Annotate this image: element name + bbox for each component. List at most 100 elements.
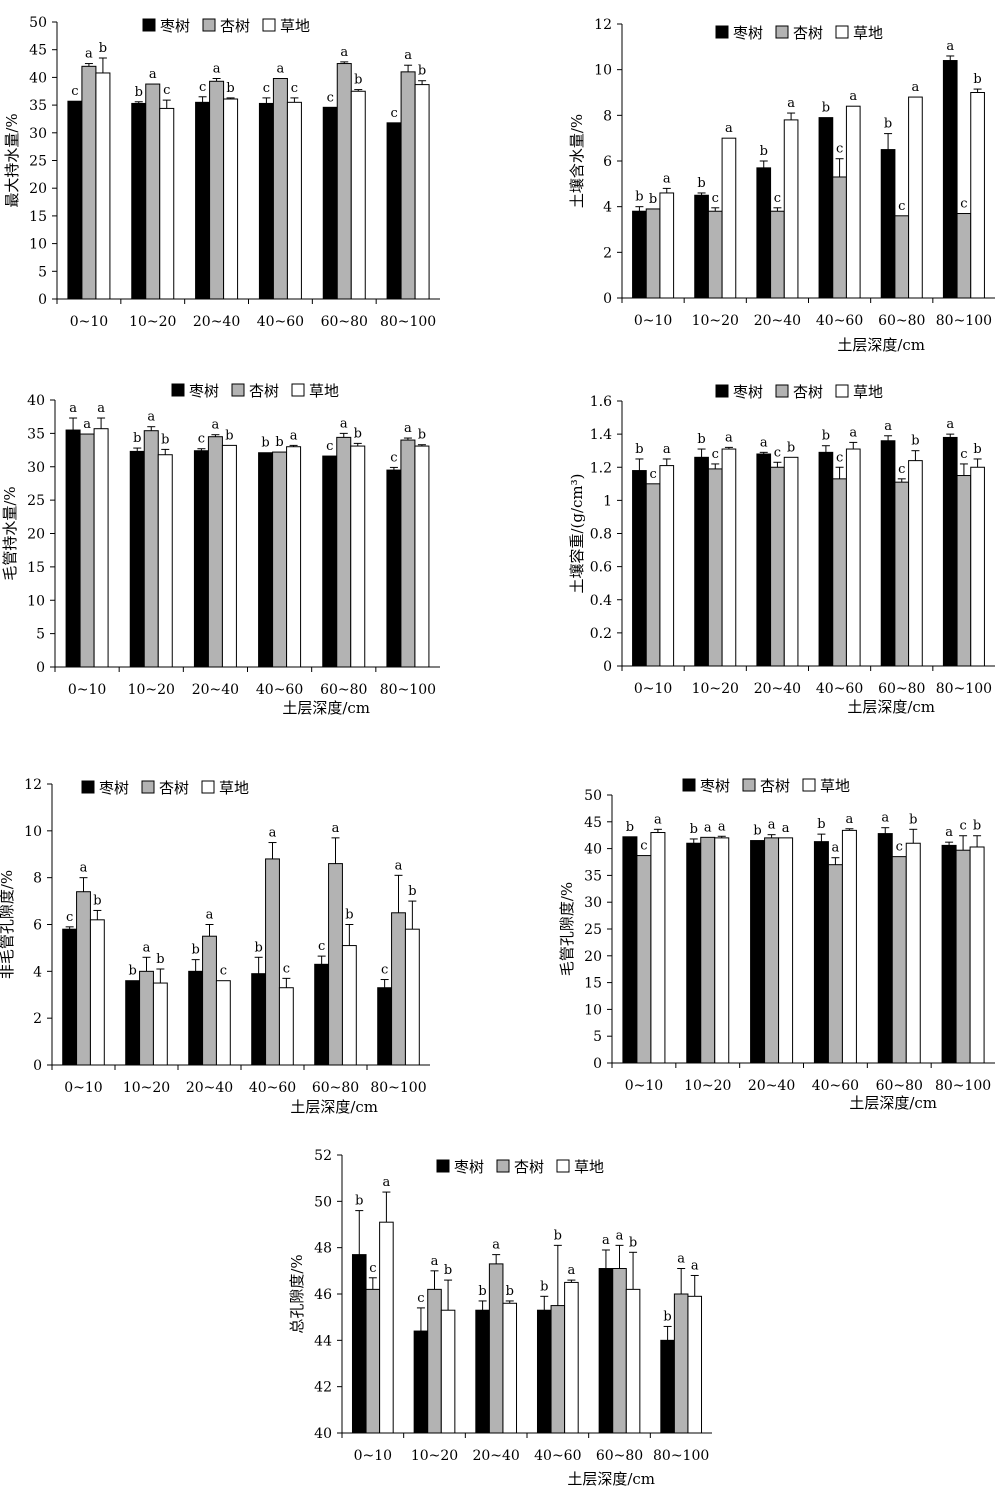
y-tick-label: 6 — [33, 918, 42, 934]
legend-swatch-0 — [142, 18, 156, 32]
y-tick-label: 4 — [33, 964, 42, 980]
significance-letter: b — [760, 144, 768, 159]
bar-2 — [970, 466, 985, 667]
bar-2 — [440, 1309, 456, 1434]
y-tick-label: 15 — [29, 209, 47, 225]
significance-letter: a — [945, 825, 953, 840]
bar-2 — [350, 90, 366, 300]
significance-letter: b — [629, 1235, 637, 1250]
bar-2 — [414, 445, 430, 668]
bar-2 — [157, 454, 173, 668]
significance-letter: a — [849, 89, 857, 104]
bar-0 — [694, 194, 709, 299]
significance-letter: b — [973, 442, 981, 457]
bar-1 — [143, 430, 159, 668]
legend-swatch-2 — [262, 18, 276, 32]
x-tick-label: 60~80 — [321, 314, 368, 330]
significance-letter: c — [283, 961, 290, 976]
bar-2 — [159, 107, 175, 300]
bar-0 — [351, 1254, 367, 1434]
significance-letter: b — [973, 819, 981, 834]
legend-swatch-2 — [201, 780, 215, 794]
x-tick-label: 80~100 — [380, 682, 436, 698]
significance-letter: a — [881, 811, 889, 826]
significance-letter: b — [817, 817, 825, 832]
significance-letter: b — [156, 952, 164, 967]
significance-letter: c — [390, 450, 397, 465]
significance-letter: a — [691, 1258, 699, 1273]
chart-capillary-porosity: 05101520253035404550毛管孔隙度/%土层深度/cm0~10bc… — [558, 777, 995, 1112]
bar-2 — [625, 1288, 641, 1434]
significance-letter: a — [149, 67, 157, 82]
bar-0 — [632, 210, 647, 299]
significance-letter: a — [946, 39, 954, 54]
bar-0 — [660, 1339, 675, 1434]
legend-swatch-2 — [835, 384, 849, 398]
y-tick-label: 10 — [584, 1002, 602, 1018]
x-tick-label: 20~40 — [754, 313, 801, 329]
bar-2 — [650, 832, 666, 1064]
bar-1 — [673, 1293, 689, 1434]
legend-swatch-2 — [291, 383, 305, 397]
legend-swatch-1 — [775, 384, 789, 398]
significance-letter: a — [332, 821, 340, 836]
bar-1 — [832, 478, 847, 667]
significance-letter: a — [269, 826, 277, 841]
significance-letter: a — [832, 841, 840, 856]
y-tick-label: 0.4 — [590, 593, 612, 609]
significance-letter: b — [884, 117, 892, 132]
significance-letter: b — [225, 428, 233, 443]
significance-letter: b — [128, 964, 136, 979]
bar-2 — [845, 105, 861, 299]
bar-2 — [215, 980, 231, 1066]
bar-1 — [891, 856, 907, 1064]
significance-letter: a — [212, 418, 220, 433]
bar-2 — [778, 837, 794, 1064]
significance-letter: a — [568, 1263, 576, 1278]
bar-2 — [969, 846, 985, 1064]
bar-1 — [956, 213, 972, 299]
bar-0 — [756, 453, 772, 667]
bar-0 — [188, 970, 204, 1066]
legend-swatch-0 — [81, 780, 95, 794]
y-tick-label: 45 — [29, 43, 47, 59]
significance-letter: c — [836, 450, 843, 465]
x-tick-label: 80~100 — [653, 1448, 709, 1464]
significance-letter: b — [355, 1194, 363, 1209]
y-tick-label: 25 — [584, 922, 602, 938]
bar-0 — [195, 101, 211, 300]
x-axis-title: 土层深度/cm — [837, 336, 925, 354]
significance-letter: b — [408, 884, 416, 899]
legend-label: 杏树 — [159, 779, 189, 797]
significance-letter: b — [345, 908, 353, 923]
significance-letter: a — [704, 820, 712, 835]
legend-swatch-1 — [775, 25, 789, 39]
significance-letter: c — [199, 80, 206, 95]
bar-0 — [322, 455, 338, 668]
bar-1 — [770, 210, 785, 299]
y-tick-label: 0.2 — [590, 626, 612, 642]
bar-0 — [386, 469, 402, 668]
bar-0 — [880, 149, 896, 299]
x-tick-label: 20~40 — [192, 682, 239, 698]
significance-letter: b — [973, 72, 981, 87]
x-tick-label: 0~10 — [70, 314, 108, 330]
bar-2 — [341, 945, 357, 1066]
chart-capillary-water-holding: 0510152025303540毛管持水量/%土层深度/cm0~10aaa10~… — [1, 382, 440, 717]
significance-letter: a — [846, 812, 854, 827]
bar-0 — [65, 429, 81, 668]
bar-2 — [659, 465, 675, 667]
significance-letter: b — [911, 434, 919, 449]
significance-letter: b — [540, 1279, 548, 1294]
y-tick-label: 12 — [594, 17, 612, 33]
x-tick-label: 60~80 — [596, 1448, 643, 1464]
y-tick-label: 1 — [603, 493, 612, 509]
x-tick-label: 20~40 — [193, 314, 240, 330]
bar-1 — [272, 451, 288, 668]
significance-letter: a — [290, 428, 298, 443]
bar-0 — [813, 841, 829, 1064]
bar-0 — [880, 440, 896, 667]
bar-1 — [427, 1288, 442, 1434]
legend-label: 草地 — [574, 1158, 604, 1176]
significance-letter: a — [602, 1233, 610, 1248]
